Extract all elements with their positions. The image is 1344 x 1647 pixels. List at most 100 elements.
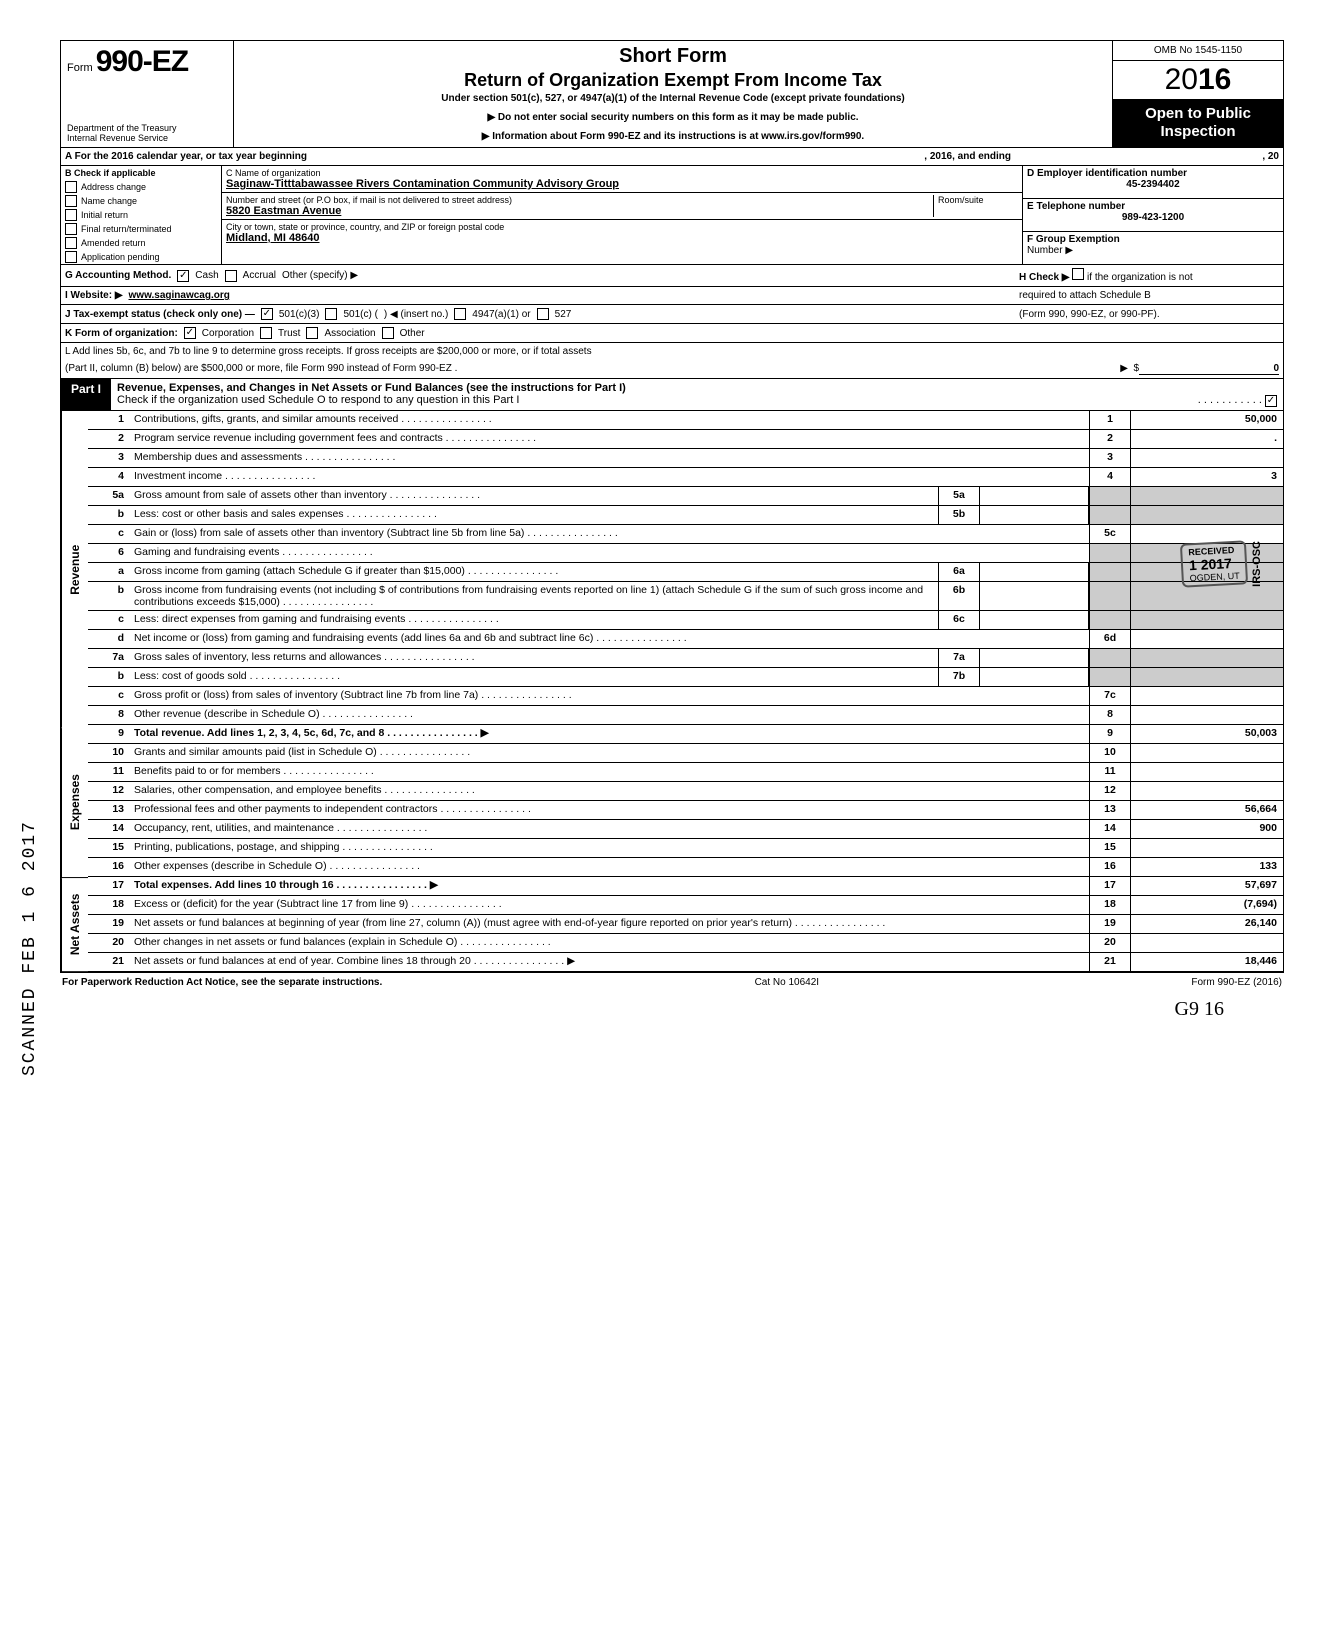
right-line-num: 3 (1089, 449, 1130, 467)
line-row: 17Total expenses. Add lines 10 through 1… (88, 877, 1283, 896)
addr-label: Number and street (or P.O box, if mail i… (226, 195, 933, 205)
amount-value (1130, 649, 1283, 667)
right-line-num (1089, 611, 1130, 629)
line-number: 6 (88, 544, 130, 562)
line-row: 15Printing, publications, postage, and s… (88, 839, 1283, 858)
line-number: b (88, 582, 130, 610)
apply-checkbox[interactable] (65, 223, 77, 235)
line-row: 7aGross sales of inventory, less returns… (88, 649, 1283, 668)
accrual-checkbox[interactable] (225, 270, 237, 282)
schedule-o-checkbox[interactable]: ✓ (1265, 395, 1277, 407)
checkbox-label: Initial return (81, 210, 128, 220)
line-number: b (88, 506, 130, 524)
mid-line-num: 7a (938, 649, 980, 667)
line-row: 5aGross amount from sale of assets other… (88, 487, 1283, 506)
checkbox-label: Name change (81, 196, 137, 206)
amount-value (1130, 934, 1283, 952)
amount-value (1130, 763, 1283, 781)
line-desc: Membership dues and assessments . . . . … (130, 449, 1089, 467)
right-line-num (1089, 544, 1130, 562)
line-number: 19 (88, 915, 130, 933)
line-number: 12 (88, 782, 130, 800)
warn2: Information about Form 990-EZ and its in… (244, 131, 1102, 142)
l-text2: (Part II, column (B) below) are $500,000… (65, 363, 457, 375)
line-i: I Website: ▶ www.saginawcag.org required… (61, 287, 1283, 305)
501c3-checkbox[interactable]: ✓ (261, 308, 273, 320)
apply-checkbox[interactable] (65, 209, 77, 221)
527-label: 527 (555, 309, 572, 320)
line-row: bLess: cost or other basis and sales exp… (88, 506, 1283, 525)
line-desc: Benefits paid to or for members . . . . … (130, 763, 1089, 781)
checkbox-label: Final return/terminated (81, 224, 172, 234)
line-row: 21Net assets or fund balances at end of … (88, 953, 1283, 972)
line-desc: Gross amount from sale of assets other t… (130, 487, 938, 505)
part1-header: Part I Revenue, Expenses, and Changes in… (61, 379, 1283, 411)
right-line-num (1089, 649, 1130, 667)
apply-checkbox[interactable] (65, 251, 77, 263)
amount-value (1130, 611, 1283, 629)
checkbox-row: Initial return (61, 208, 221, 222)
apply-checkbox[interactable] (65, 195, 77, 207)
open-line2: Inspection (1117, 123, 1279, 141)
return-title: Return of Organization Exempt From Incom… (244, 70, 1102, 91)
street-address: 5820 Eastman Avenue (226, 205, 933, 217)
right-line-num: 19 (1089, 915, 1130, 933)
corp-checkbox[interactable]: ✓ (184, 327, 196, 339)
line-row: cGain or (loss) from sale of assets othe… (88, 525, 1283, 544)
right-line-num: 20 (1089, 934, 1130, 952)
accrual-label: Accrual (243, 270, 276, 281)
right-line-num: 2 (1089, 430, 1130, 448)
right-line-num: 10 (1089, 744, 1130, 762)
line-number: 20 (88, 934, 130, 952)
l-amount: 0 (1139, 363, 1279, 375)
right-line-num: 13 (1089, 801, 1130, 819)
line-number: 8 (88, 706, 130, 724)
netassets-side-label: Net Assets (61, 878, 88, 972)
line-desc: Salaries, other compensation, and employ… (130, 782, 1089, 800)
open-line1: Open to Public (1117, 105, 1279, 123)
line-row: cGross profit or (loss) from sales of in… (88, 687, 1283, 706)
line-row: 9Total revenue. Add lines 1, 2, 3, 4, 5c… (88, 725, 1283, 744)
checkbox-label: Application pending (81, 252, 160, 262)
line-number: c (88, 611, 130, 629)
right-line-num (1089, 668, 1130, 686)
527-checkbox[interactable] (537, 308, 549, 320)
line-number: 1 (88, 411, 130, 429)
tax-year: 2016 (1113, 61, 1283, 99)
apply-checkbox[interactable] (65, 181, 77, 193)
line-row: cLess: direct expenses from gaming and f… (88, 611, 1283, 630)
checkbox-row: Application pending (61, 250, 221, 264)
line-number: 4 (88, 468, 130, 486)
line-row: 20Other changes in net assets or fund ba… (88, 934, 1283, 953)
cash-checkbox[interactable]: ✓ (177, 270, 189, 282)
form-number-cell: Form 990-EZ Department of the Treasury I… (61, 41, 234, 147)
h-checkbox[interactable] (1072, 268, 1084, 280)
4947-checkbox[interactable] (454, 308, 466, 320)
expenses-side-label: Expenses (61, 728, 88, 878)
trust-checkbox[interactable] (260, 327, 272, 339)
website-value: www.saginawcag.org (129, 290, 230, 301)
line-row: 1Contributions, gifts, grants, and simil… (88, 411, 1283, 430)
checkbox-label: Address change (81, 182, 146, 192)
amount-value (1130, 706, 1283, 724)
assoc-checkbox[interactable] (306, 327, 318, 339)
right-line-num: 4 (1089, 468, 1130, 486)
line-row: 16Other expenses (describe in Schedule O… (88, 858, 1283, 877)
501c-checkbox[interactable] (325, 308, 337, 320)
right-line-num: 11 (1089, 763, 1130, 781)
line-number: 5a (88, 487, 130, 505)
amount-value: 56,664 (1130, 801, 1283, 819)
right-line-num: 9 (1089, 725, 1130, 743)
assoc-label: Association (324, 328, 375, 339)
mid-line-val (980, 563, 1089, 581)
received-stamp: RECEIVED 1 2017 OGDEN, UT IRS-OSC (1181, 541, 1263, 587)
row-a-mid: , 2016, and ending (920, 148, 1015, 165)
apply-checkbox[interactable] (65, 237, 77, 249)
group-exempt-number-label: Number ▶ (1027, 245, 1073, 256)
phone-value: 989-423-1200 (1027, 212, 1279, 223)
line-row: 2Program service revenue including gover… (88, 430, 1283, 449)
line-desc: Professional fees and other payments to … (130, 801, 1089, 819)
other-org-checkbox[interactable] (382, 327, 394, 339)
line-number: 11 (88, 763, 130, 781)
line-desc: Other changes in net assets or fund bala… (130, 934, 1089, 952)
